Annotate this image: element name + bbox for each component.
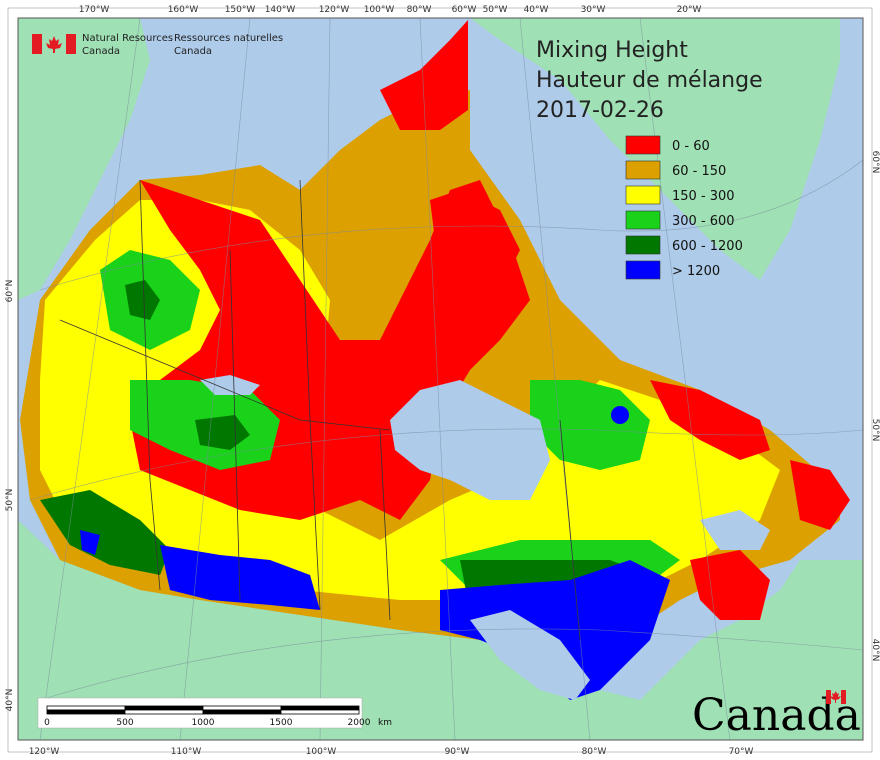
bottom-tick-labels: 120°W 110°W 100°W 90°W 80°W 70°W — [29, 747, 754, 757]
tick-label: 60°W — [452, 5, 477, 15]
scale-bar: 0 500 1000 1500 2000 km — [37, 697, 392, 729]
legend-label: > 1200 — [672, 264, 720, 279]
legend-swatch — [625, 185, 661, 205]
tick-label: 100°W — [364, 5, 395, 15]
scale-label: 1000 — [192, 718, 215, 728]
tick-label: 100°W — [306, 747, 337, 757]
wordmark-flag-left — [826, 690, 831, 704]
wordmark-maple-leaf-icon — [830, 691, 841, 703]
zone-0-60-arctic — [380, 20, 468, 130]
flag-right-bar — [66, 34, 76, 54]
tick-label: 50°N — [870, 419, 880, 442]
great-lakes — [470, 610, 590, 700]
tick-label: 110°W — [171, 747, 202, 757]
tick-label: 160°W — [168, 5, 199, 15]
legend-swatch — [625, 235, 661, 255]
tick-label: 60°N — [5, 280, 15, 303]
scale-label: 2000 — [348, 718, 371, 728]
scale-label: 0 — [44, 718, 50, 728]
legend-swatch — [625, 135, 661, 155]
scale-unit: km — [378, 718, 392, 728]
usa-land — [18, 520, 863, 740]
tick-label: 40°W — [524, 5, 549, 15]
scale-segment — [202, 709, 282, 715]
legend-label: 60 - 150 — [672, 164, 726, 179]
tick-label: 140°W — [265, 5, 296, 15]
scale-segment — [202, 705, 282, 711]
zone-over-1200-east — [440, 560, 670, 700]
agency-fr-1: Ressources naturelles — [174, 33, 283, 44]
legend-label: 600 - 1200 — [672, 239, 743, 254]
tick-label: 80°W — [582, 747, 607, 757]
legend-swatch — [625, 260, 661, 280]
tick-label: 70°W — [729, 747, 754, 757]
legend-label: 0 - 60 — [672, 139, 710, 154]
legend-swatch — [625, 160, 661, 180]
tick-label: 80°W — [407, 5, 432, 15]
zone-over-1200-west — [160, 545, 320, 610]
agency-en-2: Canada — [82, 46, 120, 57]
hudson-bay — [390, 380, 550, 500]
agency-fr-2: Canada — [174, 46, 212, 57]
zone-0-60-arctic-2 — [430, 190, 520, 300]
scale-segment — [46, 709, 126, 715]
tick-label: 30°W — [581, 5, 606, 15]
zone-0-60-newfoundland — [790, 460, 850, 530]
legend-label: 150 - 300 — [672, 189, 735, 204]
provincial-borders — [59, 179, 581, 641]
top-tick-labels: 170°W 160°W 150°W 140°W 120°W 100°W 80°W… — [79, 5, 702, 15]
zone-over-1200-labrador — [611, 406, 629, 424]
scale-segment — [46, 705, 126, 711]
alaska-land — [18, 18, 150, 300]
tick-label: 120°W — [29, 747, 60, 757]
canada-wordmark: Canada — [692, 690, 861, 741]
legend-swatch — [625, 210, 661, 230]
gulf-st-lawrence — [700, 510, 770, 550]
zone-over-1200-bc — [80, 530, 100, 555]
tick-label: 90°W — [445, 747, 470, 757]
tick-label: 50°W — [483, 5, 508, 15]
zone-600-1200-bc — [40, 490, 170, 575]
zone-600-1200-yukon — [125, 280, 160, 320]
title-line-1: Mixing Height — [536, 38, 688, 63]
wordmark-flag-right — [841, 690, 846, 704]
nrcan-signature: Natural Resources Canada Ressources natu… — [32, 33, 283, 57]
tick-label: 150°W — [225, 5, 256, 15]
title-date: 2017-02-26 — [536, 98, 664, 123]
legend-label: 300 - 600 — [672, 214, 735, 229]
maple-leaf-icon — [46, 36, 62, 53]
tick-label: 170°W — [79, 5, 110, 15]
scale-segment — [124, 705, 204, 711]
title-line-2: Hauteur de mélange — [536, 68, 763, 93]
tick-label: 60°N — [870, 151, 880, 174]
left-tick-labels: 60°N 50°N 40°N — [5, 280, 15, 712]
zone-300-600-quebec — [530, 380, 650, 470]
tick-label: 40°N — [870, 639, 880, 662]
tick-label: 120°W — [319, 5, 350, 15]
scale-label: 1500 — [270, 718, 293, 728]
tick-label: 20°W — [677, 5, 702, 15]
legend: 0 - 60 60 - 150 150 - 300 300 - 600 600 - 12… — [625, 135, 743, 280]
tick-label: 40°N — [5, 689, 15, 712]
tick-label: 50°N — [5, 489, 15, 512]
right-tick-labels: 60°N 50°N 40°N — [870, 151, 880, 662]
scale-segment — [280, 705, 360, 711]
scale-label: 500 — [116, 718, 133, 728]
scale-segment — [124, 709, 204, 715]
scale-segment — [280, 709, 360, 715]
flag-left-bar — [32, 34, 42, 54]
graticule — [29, 17, 864, 741]
zone-0-60-east — [650, 380, 770, 460]
zone-0-60-maritimes — [690, 550, 770, 620]
map-title: Mixing Height Hauteur de mélange 2017-02… — [536, 38, 763, 123]
agency-en-1: Natural Resources — [82, 33, 173, 44]
